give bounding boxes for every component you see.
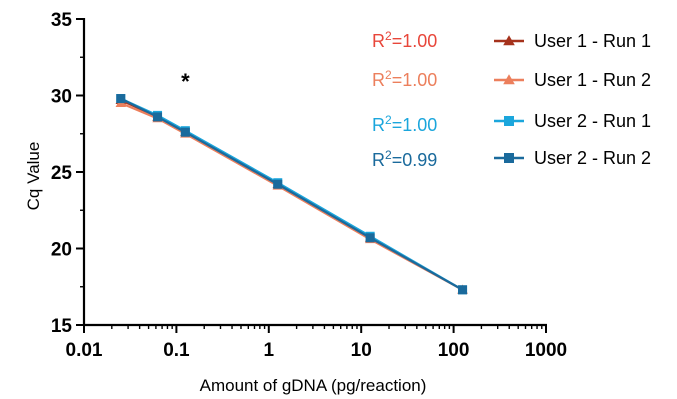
- series-line: [120, 97, 464, 291]
- legend-label: User 1 - Run 1: [534, 31, 651, 51]
- series-layer: [115, 94, 468, 295]
- y-tick-label: 25: [51, 163, 73, 184]
- data-point: [116, 94, 126, 104]
- y-axis-title: Cq Value: [24, 142, 43, 211]
- legend-marker: [503, 74, 515, 85]
- r-squared-label: R2=0.99: [372, 148, 437, 170]
- series-line: [120, 102, 464, 291]
- r-squared-label: R2=1.00: [372, 68, 437, 90]
- legend-label: User 2 - Run 2: [534, 148, 651, 168]
- axes: [82, 18, 547, 327]
- x-tick-label: 1000: [525, 340, 567, 361]
- legend-item: User 1 - Run 2: [494, 70, 651, 90]
- legend-item: User 2 - Run 2: [494, 148, 651, 168]
- legend-item: User 1 - Run 1: [494, 31, 651, 51]
- x-tick-label: 1: [264, 340, 275, 361]
- series-line: [120, 97, 464, 291]
- x-tick-label: 100: [438, 340, 470, 361]
- legend-item: User 2 - Run 1: [494, 111, 651, 131]
- annotation-layer: *: [181, 69, 190, 94]
- x-tick-label: 0.01: [66, 340, 103, 361]
- x-tick-label: 0.1: [163, 340, 190, 361]
- legend-marker: [504, 153, 514, 163]
- legend-label: User 2 - Run 1: [534, 111, 651, 131]
- data-point: [273, 179, 283, 189]
- significance-asterisk: *: [181, 69, 190, 94]
- legend: User 1 - Run 1 User 1 - Run 2 User 2 - Run…: [494, 31, 651, 168]
- r-squared-labels: R2=1.00 R2=1.00 R2=1.00 R2=0.99: [372, 29, 437, 170]
- data-point: [153, 112, 163, 122]
- legend-label: User 1 - Run 2: [534, 70, 651, 90]
- r-squared-label: R2=1.00: [372, 29, 437, 51]
- y-tick-label: 30: [51, 87, 72, 108]
- r-squared-label: R2=1.00: [372, 113, 437, 135]
- y-tick-label: 35: [51, 10, 73, 31]
- ticks: 15 20 25 30 35 0.01 0.1 1 10 100 1000: [51, 10, 567, 361]
- data-point: [180, 127, 190, 137]
- y-tick-label: 15: [51, 316, 73, 337]
- legend-marker: [504, 116, 514, 126]
- series-4: [116, 94, 468, 295]
- legend-marker: [503, 35, 515, 46]
- x-axis-title: Amount of gDNA (pg/reaction): [200, 376, 427, 395]
- data-point: [365, 233, 375, 243]
- y-tick-label: 20: [51, 240, 72, 261]
- data-point: [458, 285, 468, 295]
- x-tick-label: 10: [351, 340, 372, 361]
